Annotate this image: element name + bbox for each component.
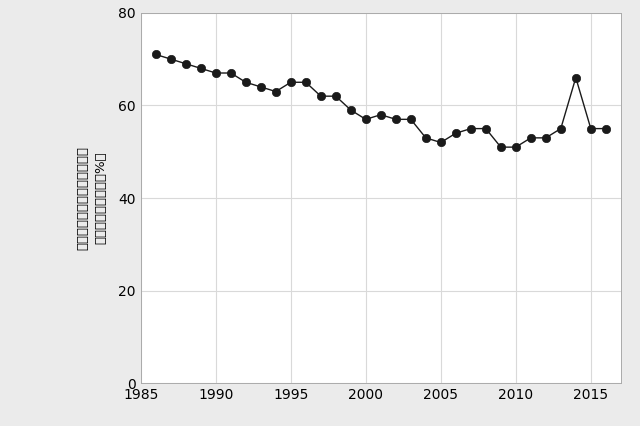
- Y-axis label: 针葉樹林の伐採後に针葉樹が
再植根された割合（%）: 针葉樹林の伐採後に针葉樹が 再植根された割合（%）: [76, 146, 108, 250]
